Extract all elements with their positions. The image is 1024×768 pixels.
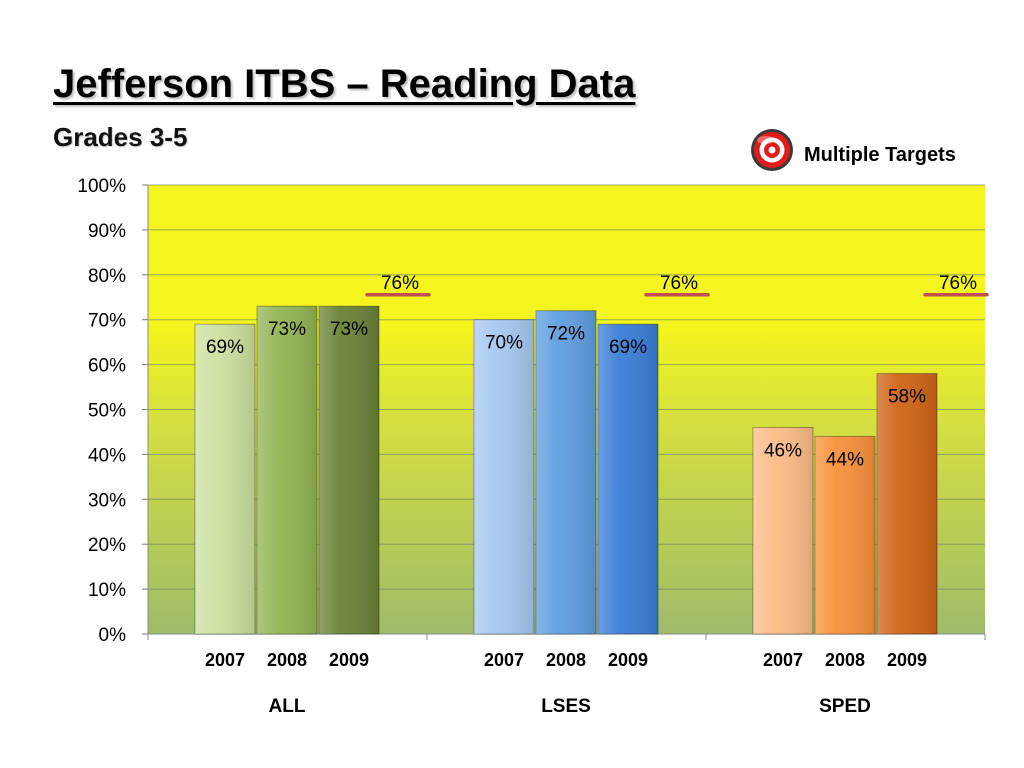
target-icon [751, 129, 793, 171]
group-label: LSES [541, 696, 591, 717]
target-label: 76% [939, 273, 977, 294]
x-year-label: 2008 [825, 650, 865, 670]
target-label: 76% [381, 273, 419, 294]
bar-gloss [815, 436, 875, 634]
bar-value-label: 70% [485, 333, 523, 354]
bar-gloss [195, 324, 255, 634]
bar-gloss [257, 306, 317, 634]
y-tick-label: 50% [88, 401, 126, 422]
page-subtitle: Grades 3-5 [53, 122, 188, 152]
x-year-label: 2007 [484, 650, 524, 670]
page-title: Jefferson ITBS – Reading Data [53, 62, 636, 106]
bar-gloss [598, 324, 658, 634]
bar-value-label: 69% [206, 337, 244, 358]
bar-value-label: 72% [547, 324, 585, 345]
target-label: 76% [660, 273, 698, 294]
y-tick-label: 30% [88, 490, 126, 511]
x-year-label: 2007 [763, 650, 803, 670]
bar-value-label: 44% [826, 449, 864, 470]
bar-value-label: 46% [764, 440, 802, 461]
bar-value-label: 69% [609, 337, 647, 358]
y-tick-label: 90% [88, 221, 126, 242]
y-tick-label: 60% [88, 356, 126, 377]
x-year-label: 2007 [205, 650, 245, 670]
bar-gloss [474, 319, 534, 634]
x-year-label: 2009 [608, 650, 648, 670]
x-year-label: 2008 [546, 650, 586, 670]
y-tick-label: 70% [88, 311, 126, 332]
group-label: ALL [269, 696, 306, 717]
bar-value-label: 73% [268, 319, 306, 340]
x-year-label: 2009 [329, 650, 369, 670]
bar-gloss [536, 310, 596, 634]
group-label: SPED [819, 696, 871, 717]
y-tick-label: 40% [88, 445, 126, 466]
y-tick-label: 20% [88, 535, 126, 556]
legend: Multiple Targets [750, 128, 956, 172]
y-tick-label: 80% [88, 266, 126, 287]
legend-label: Multiple Targets [804, 143, 956, 166]
y-tick-label: 0% [99, 625, 127, 646]
bar-value-label: 73% [330, 319, 368, 340]
x-year-label: 2009 [887, 650, 927, 670]
bar-gloss [319, 306, 379, 634]
bar-gloss [877, 373, 937, 634]
bar-gloss [753, 427, 813, 634]
bar-value-label: 58% [888, 387, 926, 408]
x-year-label: 2008 [267, 650, 307, 670]
y-tick-label: 100% [77, 176, 126, 197]
y-tick-label: 10% [88, 580, 126, 601]
